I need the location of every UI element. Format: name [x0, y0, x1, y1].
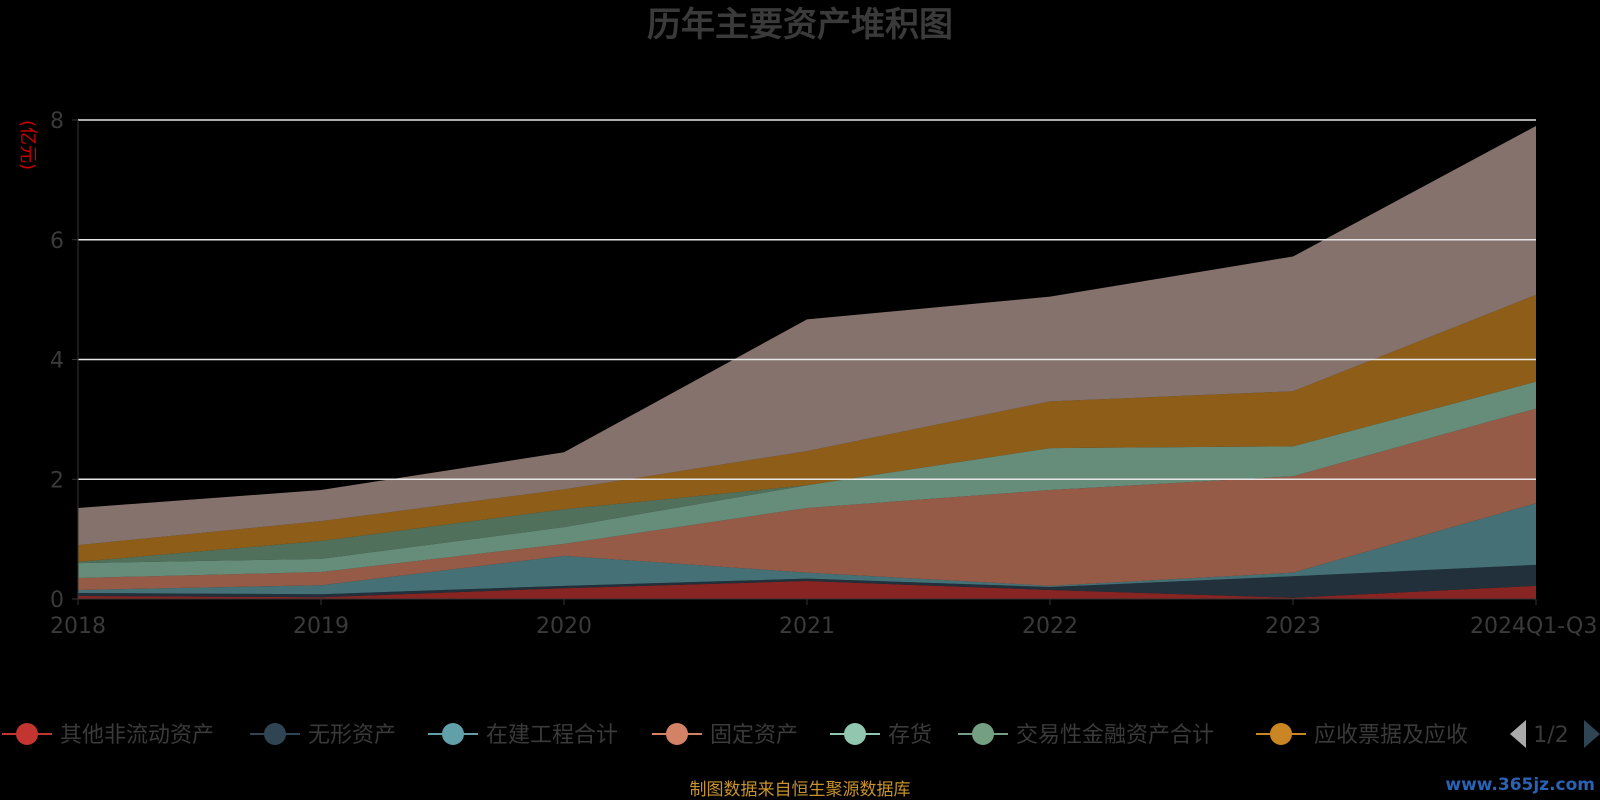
- area-series-3: [78, 408, 1536, 591]
- x-tick-label: 2019: [293, 614, 349, 639]
- grid-lines: [78, 119, 1536, 480]
- source-note: 制图数据来自恒生聚源数据库: [690, 780, 911, 800]
- axes: 0 2 4 6 8 2018 2019 2020 2021 2022 2023 2024Q1-Q3: [50, 109, 1597, 639]
- legend-prev-icon[interactable]: [1510, 720, 1526, 748]
- area-series-6: [78, 294, 1536, 562]
- legend-item[interactable]: 交易性金融资产合计: [958, 723, 1214, 748]
- y-tick-label: 8: [50, 109, 64, 134]
- y-tick-label: 6: [50, 229, 64, 254]
- watermark: www.365jz.com: [1445, 775, 1595, 795]
- legend-label: 在建工程合计: [486, 723, 618, 748]
- legend-item[interactable]: 存货: [830, 723, 932, 748]
- x-tick-label: 2021: [779, 614, 835, 639]
- legend-label: 存货: [888, 723, 932, 748]
- legend-item[interactable]: 应收票据及应收: [1256, 723, 1468, 748]
- legend-next-icon[interactable]: [1584, 720, 1600, 748]
- y-tick-label: 4: [50, 349, 64, 374]
- area-series-2: [78, 503, 1536, 595]
- y-tick-label: 2: [50, 468, 64, 493]
- y-tick-label: 0: [50, 588, 64, 613]
- area-series-0: [78, 581, 1536, 599]
- legend-label: 固定资产: [710, 723, 798, 748]
- legend-label: 交易性金融资产合计: [1016, 723, 1214, 748]
- legend-page-indicator: 1/2: [1533, 723, 1568, 748]
- y-axis-unit: (亿元): [17, 120, 38, 170]
- legend-item[interactable]: 无形资产: [250, 723, 396, 748]
- area-series-1: [78, 564, 1536, 598]
- legend-marker: [666, 723, 688, 745]
- legend-marker: [264, 723, 286, 745]
- legend-marker: [1270, 723, 1292, 745]
- legend-marker: [972, 723, 994, 745]
- legend-item[interactable]: 其他非流动资产: [2, 723, 214, 748]
- area-series-7: [78, 125, 1536, 546]
- x-tick-label: 2022: [1022, 614, 1078, 639]
- legend-item[interactable]: 固定资产: [652, 723, 798, 748]
- legend-marker: [844, 723, 866, 745]
- chart-title: 历年主要资产堆积图: [647, 5, 953, 45]
- legend-marker: [442, 723, 464, 745]
- legend-label: 应收票据及应收: [1314, 723, 1468, 748]
- x-tick-label: 2018: [50, 614, 106, 639]
- legend-item[interactable]: 在建工程合计: [428, 723, 618, 748]
- x-tick-label: 2023: [1265, 614, 1321, 639]
- legend-label: 其他非流动资产: [60, 723, 214, 748]
- x-tick-label: 2024Q1-Q3: [1470, 614, 1597, 639]
- legend-marker: [16, 723, 38, 745]
- legend-label: 无形资产: [308, 723, 396, 748]
- x-tick-label: 2020: [536, 614, 592, 639]
- series-areas: [78, 125, 1536, 599]
- legend: 其他非流动资产 无形资产 在建工程合计 固定资产 存货 交易性金融资产合计 应收票据及应收 1…: [2, 720, 1600, 748]
